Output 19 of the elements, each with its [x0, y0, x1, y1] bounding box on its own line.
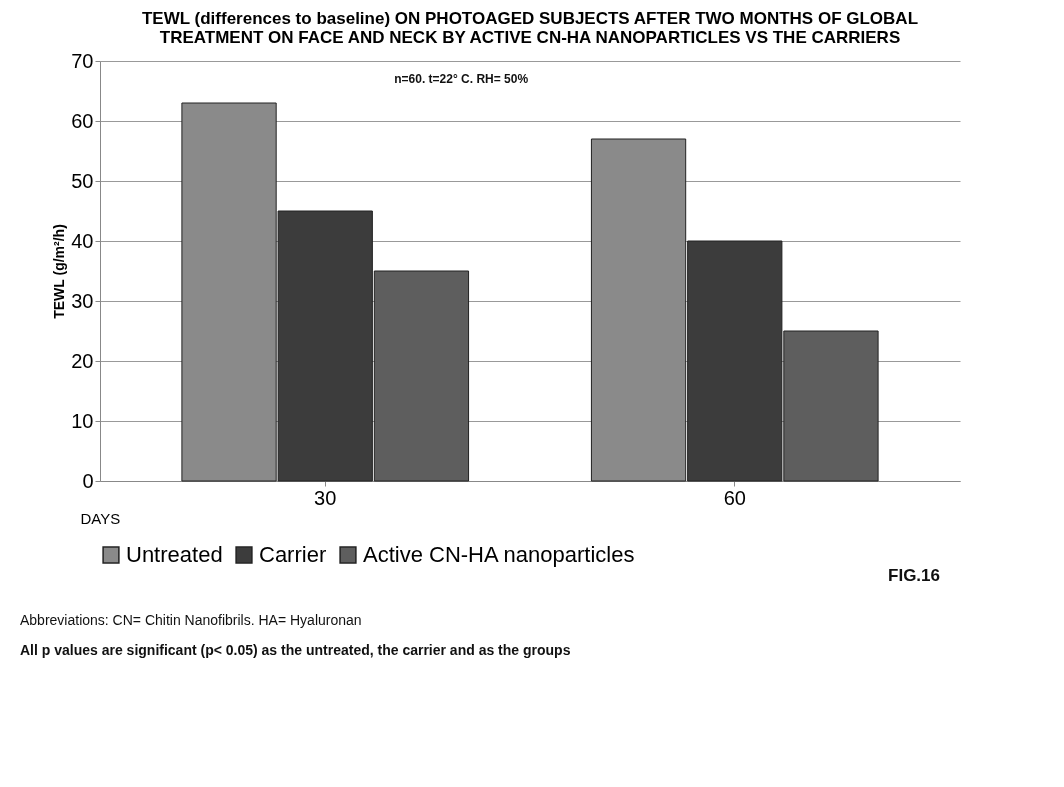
annotation: n=60. t=22° C. RH= 50% — [394, 72, 529, 86]
legend-label: Active CN-HA nanoparticles — [363, 542, 635, 567]
y-tick-label: 40 — [71, 229, 94, 252]
legend-label: Carrier — [259, 542, 327, 567]
x-axis-title: DAYS — [80, 509, 121, 527]
text: TEWL (differences to baseline) ON PHOTOAGED SUBJECTS AFTER TWO MONTHS OF GLOBAL — [141, 9, 919, 28]
y-tick-label: 70 — [71, 49, 94, 72]
text: Abbreviations: CN= Chitin Nanofibrils. HA= Hyaluronan — [20, 612, 362, 628]
y-tick-label: 50 — [71, 169, 94, 192]
text: All p values are significant (p< 0.05) as the untreated, the carrier and as the groups — [20, 642, 571, 658]
y-tick-label: 0 — [82, 469, 94, 492]
y-tick-label: 20 — [71, 349, 94, 372]
legend-label: Untreated — [126, 542, 223, 567]
caption: FIG.16 — [888, 566, 940, 585]
text: TREATMENT ON FACE AND NECK BY ACTIVE CN-HA NANOPARTICLES VS THE CARRIERS — [159, 28, 901, 47]
y-tick-label: 10 — [71, 409, 94, 432]
y-axis-title: TEWL (g/m²/h) — [51, 224, 68, 319]
y-tick-label: 60 — [71, 109, 94, 132]
y-tick-label: 30 — [71, 289, 94, 312]
